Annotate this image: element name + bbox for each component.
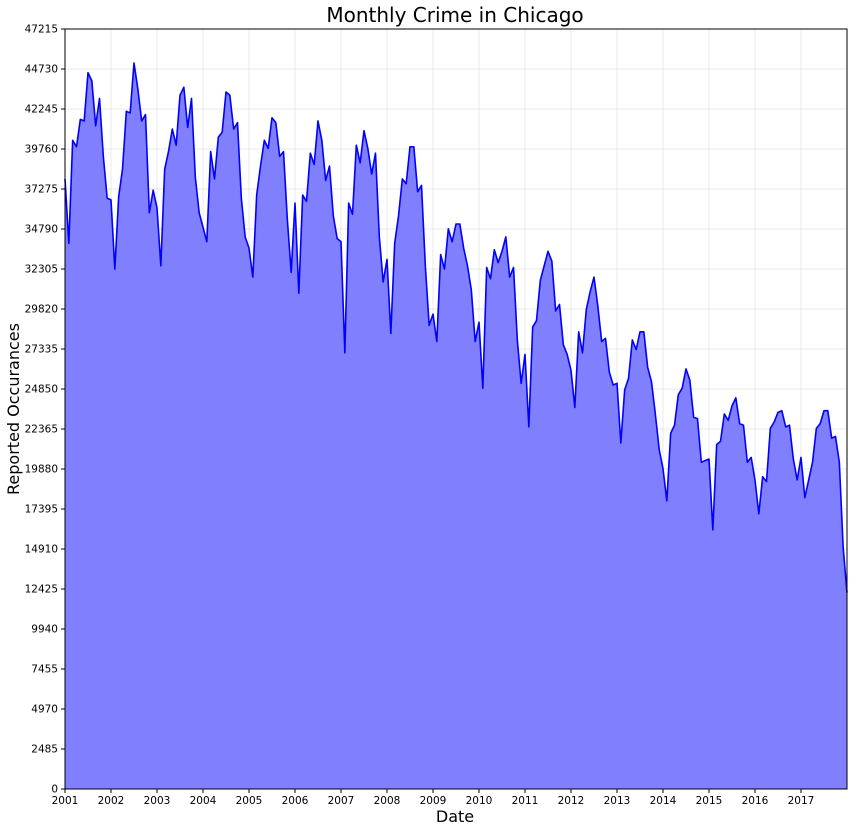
- x-tick-label: 2002: [98, 795, 125, 807]
- x-tick-label: 2016: [742, 795, 769, 807]
- y-tick-label: 37275: [25, 184, 58, 196]
- x-tick-label: 2013: [604, 795, 631, 807]
- x-tick-label: 2008: [374, 795, 401, 807]
- chart-title: Monthly Crime in Chicago: [326, 3, 583, 27]
- axes-frame: [64, 28, 848, 790]
- x-tick-label: 2009: [420, 795, 447, 807]
- series-line: [64, 62, 848, 593]
- y-tick-label: 27335: [25, 344, 58, 356]
- y-tick-label: 44730: [25, 64, 58, 76]
- y-axis-ticks: 0 2485 4970 7455 9940 12425 14910 17395 19880 223…: [25, 24, 65, 796]
- y-tick-label: 19880: [25, 464, 58, 476]
- y-tick-label: 42245: [25, 104, 58, 116]
- x-tick-label: 2001: [52, 795, 79, 807]
- x-tick-label: 2012: [558, 795, 585, 807]
- y-tick-label: 47215: [25, 24, 58, 36]
- y-tick-label: 4970: [31, 704, 58, 716]
- x-tick-label: 2015: [696, 795, 723, 807]
- y-tick-label: 24850: [25, 384, 58, 396]
- plot-area: [64, 62, 848, 790]
- x-axis-label: Date: [436, 807, 474, 826]
- x-tick-label: 2017: [788, 795, 815, 807]
- x-tick-label: 2014: [650, 795, 677, 807]
- y-tick-label: 0: [51, 784, 58, 796]
- x-tick-label: 2010: [466, 795, 493, 807]
- y-tick-label: 29820: [25, 304, 58, 316]
- x-tick-label: 2007: [328, 795, 355, 807]
- y-tick-label: 17395: [25, 504, 58, 516]
- area-fill: [65, 63, 847, 790]
- x-tick-label: 2006: [282, 795, 309, 807]
- y-tick-label: 34790: [25, 224, 58, 236]
- x-axis-ticks: 2001 2002 2003 2004 2005 2006 2007 2008 2009 2010…: [52, 789, 815, 807]
- y-tick-label: 32305: [25, 264, 58, 276]
- x-tick-label: 2011: [512, 795, 539, 807]
- y-tick-label: 9940: [31, 624, 58, 636]
- x-tick-label: 2003: [144, 795, 171, 807]
- y-tick-label: 22365: [25, 424, 58, 436]
- x-tick-label: 2005: [236, 795, 263, 807]
- y-tick-label: 12425: [25, 584, 58, 596]
- y-axis-label: Reported Occurances: [4, 323, 23, 495]
- x-tick-label: 2004: [190, 795, 217, 807]
- y-tick-label: 39760: [25, 144, 58, 156]
- y-tick-label: 14910: [25, 544, 58, 556]
- y-tick-label: 2485: [31, 744, 58, 756]
- y-tick-label: 7455: [31, 664, 58, 676]
